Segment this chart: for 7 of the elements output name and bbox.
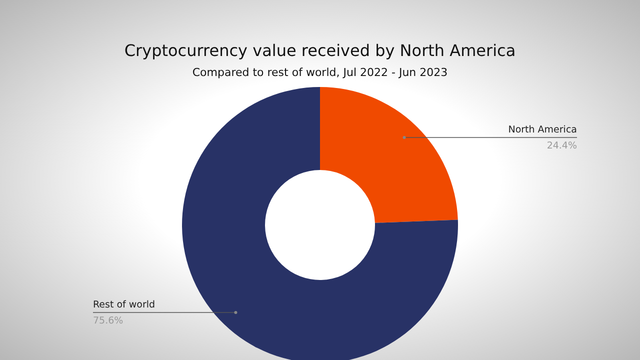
chart-title: Cryptocurrency value received by North America <box>124 41 516 60</box>
data-label: 24.4% <box>546 140 577 152</box>
slice-label: North America <box>508 124 577 136</box>
data-label: 75.6% <box>93 316 124 327</box>
donut-slice <box>320 87 458 223</box>
chart-subtitle: Compared to rest of world, Jul 2022 - Jun 2023 <box>192 66 448 79</box>
slice-label: Rest of world <box>93 300 156 311</box>
